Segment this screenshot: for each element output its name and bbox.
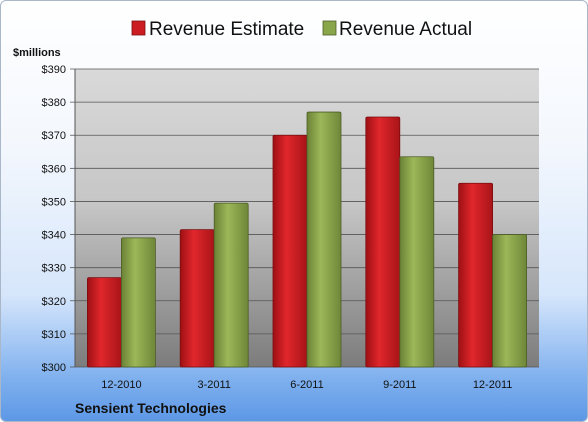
- legend-swatch-actual: [322, 20, 337, 36]
- y-tick-label: $380: [42, 97, 66, 109]
- legend-label-estimate: Revenue Estimate: [149, 19, 304, 40]
- x-tick-label: 12-2011: [473, 379, 513, 391]
- y-tick-label: $300: [42, 362, 66, 374]
- y-tick-label: $360: [42, 163, 66, 175]
- bar-revenue-estimate: [272, 134, 308, 368]
- bar-revenue-actual: [121, 237, 156, 368]
- y-tick-label: $330: [42, 263, 66, 275]
- company-name: Sensient Technologies: [75, 400, 227, 416]
- legend: Revenue Estimate Revenue Actual: [131, 19, 472, 40]
- bar-revenue-estimate: [87, 277, 122, 368]
- bar-revenue-estimate: [458, 182, 494, 368]
- x-tick-label: 6-2011: [290, 379, 323, 391]
- bar-revenue-actual: [213, 202, 249, 368]
- y-tick-label: $320: [42, 296, 66, 308]
- legend-label-actual: Revenue Actual: [339, 19, 472, 40]
- y-tick-label: $350: [42, 196, 66, 208]
- legend-swatch-estimate: [131, 20, 146, 36]
- bar-revenue-estimate: [179, 229, 215, 368]
- x-tick-label: 12-2010: [101, 379, 141, 391]
- y-axis-unit-label: $millions: [13, 47, 61, 59]
- bar-revenue-actual: [492, 234, 528, 368]
- y-tick-label: $370: [42, 130, 66, 142]
- x-tick-label: 3-2011: [197, 379, 230, 391]
- x-axis-ticks: 12-2010 3-2011 6-2011 9-2011 12-2011: [101, 379, 512, 391]
- bars: [87, 111, 528, 368]
- y-tick-label: $310: [42, 329, 66, 341]
- bar-revenue-actual: [306, 111, 342, 368]
- y-tick-label: $390: [42, 64, 66, 76]
- y-tick-label: $340: [42, 230, 66, 242]
- bar-revenue-estimate: [365, 116, 401, 368]
- x-tick-label: 9-2011: [383, 379, 416, 391]
- bar-revenue-actual: [399, 156, 435, 368]
- y-axis-ticks: $300 $310 $320 $330 $340 $350 $360 $370 $380 $390: [42, 64, 66, 374]
